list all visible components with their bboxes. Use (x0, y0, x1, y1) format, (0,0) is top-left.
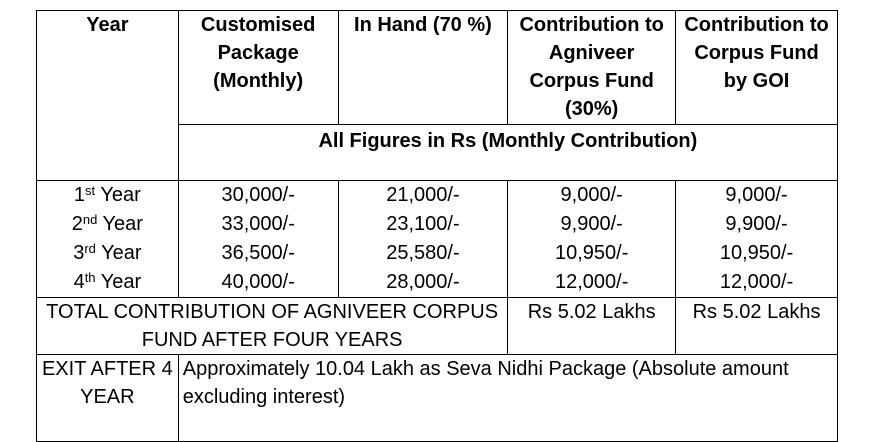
value-cell: 9,000/- (675, 180, 838, 210)
year-suffix: st (85, 183, 96, 198)
data-row: 1st Year 30,000/- 21,000/- 9,000/- 9,000/- (36, 180, 838, 210)
value-cell: 30,000/- (177, 180, 339, 210)
year-suffix: nd (82, 212, 98, 227)
year-cell: 3rd Year (36, 239, 179, 268)
year-number: 3 (73, 242, 85, 264)
data-row: 4th Year 40,000/- 28,000/- 12,000/- 12,000/- (36, 268, 838, 298)
total-value: Rs 5.02 Lakhs (675, 297, 838, 355)
table-body: Year Customised Package (Monthly) In Hand … (35, 10, 839, 442)
year-suffix: rd (84, 241, 96, 256)
exit-text: Approximately 10.04 Lakh as Seva Nidhi P… (177, 354, 839, 442)
data-row: 2nd Year 33,000/- 23,100/- 9,900/- 9,900/- (36, 210, 838, 239)
value-cell: 10,950/- (675, 239, 838, 268)
package-table: Year Customised Package (Monthly) In Hand … (35, 10, 839, 442)
header-cell: Customised Package (Monthly) (177, 10, 339, 125)
value-cell: 9,900/- (507, 210, 677, 239)
header-cell: Year (36, 10, 179, 181)
year-cell: 2nd Year (36, 210, 179, 239)
value-cell: 10,950/- (507, 239, 677, 268)
exit-row: EXIT AFTER 4 YEAR Approximately 10.04 Lak… (36, 354, 839, 442)
year-suffix: th (84, 270, 96, 285)
value-cell: 40,000/- (177, 268, 339, 298)
header-row: Year Customised Package (Monthly) In Hand … (36, 10, 838, 181)
value-cell: 23,100/- (337, 210, 509, 239)
value-cell: 12,000/- (507, 268, 677, 298)
year-number: 2 (71, 213, 83, 235)
data-row: 3rd Year 36,500/- 25,580/- 10,950/- 10,950/- (36, 239, 838, 268)
year-word: Year (100, 271, 142, 293)
value-cell: 25,580/- (337, 239, 509, 268)
year-word: Year (100, 184, 141, 206)
value-cell: 28,000/- (337, 268, 509, 298)
value-cell: 12,000/- (675, 268, 838, 298)
total-row: TOTAL CONTRIBUTION OF AGNIVEER CORPUS FU… (35, 297, 838, 355)
year-cell: 4th Year (36, 268, 179, 298)
value-cell: 33,000/- (177, 210, 339, 239)
year-word: Year (101, 242, 142, 264)
header-cell: Contribution to Corpus Fund by GOI (675, 10, 838, 125)
note-cell: All Figures in Rs (Monthly Contribution) (177, 124, 839, 181)
value-cell: 9,000/- (507, 180, 677, 210)
year-number: 4 (73, 271, 85, 293)
header-cell: Contribution to Agniveer Corpus Fund (30… (507, 10, 677, 125)
value-cell: 36,500/- (177, 239, 339, 268)
total-label: TOTAL CONTRIBUTION OF AGNIVEER CORPUS FU… (35, 297, 509, 355)
total-value: Rs 5.02 Lakhs (507, 297, 677, 355)
exit-label: EXIT AFTER 4 YEAR (36, 354, 179, 442)
value-cell: 21,000/- (337, 180, 509, 210)
value-cell: 9,900/- (675, 210, 838, 239)
note-row: All Figures in Rs (Monthly Contribution) (37, 124, 839, 181)
year-word: Year (102, 213, 143, 235)
year-number: 1 (73, 184, 86, 206)
header-cell: In Hand (70 %) (337, 10, 509, 125)
year-cell: 1st Year (36, 180, 179, 210)
